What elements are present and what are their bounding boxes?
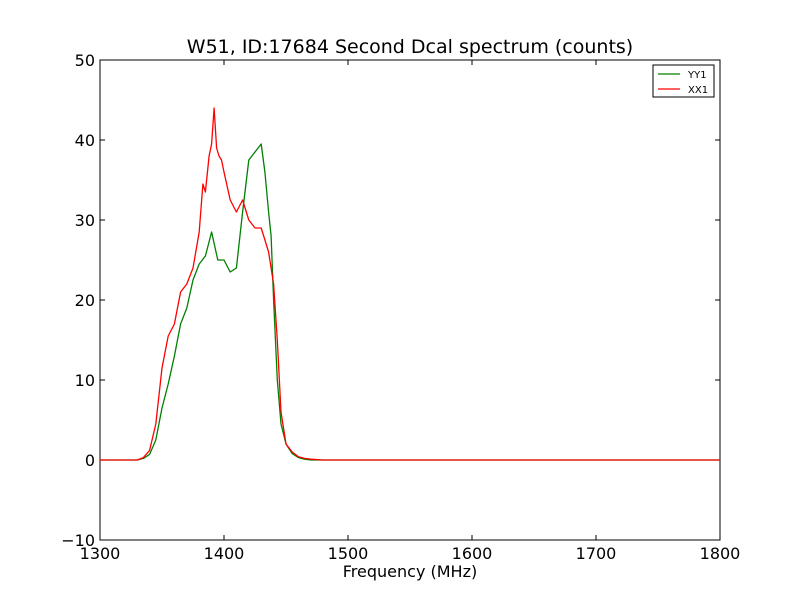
x-tick-label: 1600 — [452, 544, 493, 563]
legend-label-yy1: YY1 — [687, 70, 707, 81]
x-tick-label: 1700 — [576, 544, 617, 563]
x-tick-label: 1300 — [80, 544, 121, 563]
legend-label-xx1: XX1 — [688, 85, 708, 96]
series-line-xx1 — [100, 107, 720, 461]
x-tick-label: 1400 — [204, 544, 245, 563]
plot-area — [99, 59, 721, 541]
y-tick-label: 10 — [75, 371, 95, 390]
axis-ticks — [99, 59, 721, 541]
y-tick-label: 40 — [75, 131, 95, 150]
legend-box — [652, 64, 715, 98]
chart-title: W51, ID:17684 Second Dcal spectrum (coun… — [187, 36, 633, 58]
y-tick-label: 20 — [75, 291, 95, 310]
y-tick-label: 50 — [75, 51, 95, 70]
x-tick-label: 1500 — [328, 544, 369, 563]
y-tick-label: 30 — [75, 211, 95, 230]
y-tick-label: −10 — [61, 531, 95, 550]
tick-labels: 1300 1400 1500 1600 1700 1800 −10 0 10 20 30 40 50 — [61, 51, 740, 563]
series-lines — [100, 107, 720, 461]
x-tick-label: 1800 — [700, 544, 741, 563]
y-tick-label: 0 — [85, 451, 95, 470]
x-axis-label: Frequency (MHz) — [343, 562, 477, 581]
